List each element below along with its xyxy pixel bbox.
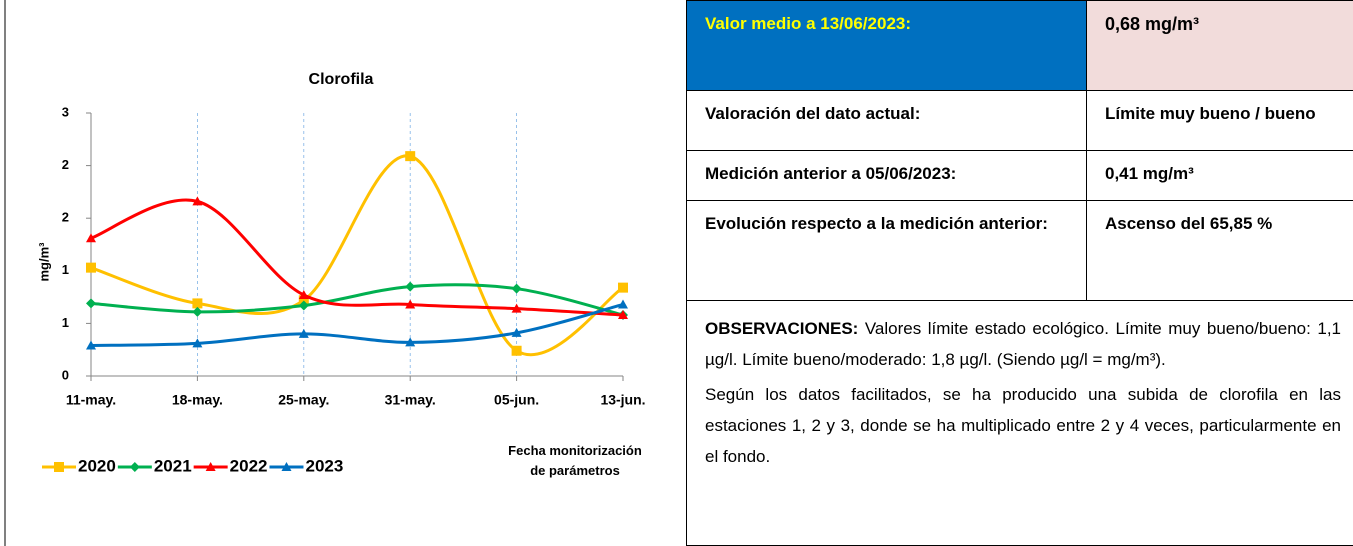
marker	[86, 340, 96, 350]
observations-label: OBSERVACIONES:	[705, 319, 859, 338]
marker	[281, 462, 292, 471]
marker	[405, 281, 416, 292]
marker	[54, 462, 64, 472]
marker	[86, 298, 96, 309]
summary-table: Valor medio a 13/06/2023: 0,68 mg/m³ Valo…	[686, 0, 1353, 546]
marker	[511, 303, 522, 313]
cell: Valor medio a 13/06/2023:	[686, 0, 1087, 91]
marker	[618, 282, 628, 293]
observations-cell: OBSERVACIONES: Valores límite estado eco…	[686, 300, 1353, 546]
legend-label: 2020	[78, 456, 116, 475]
marker	[405, 299, 416, 309]
y-axis-label: mg/m³	[36, 242, 51, 282]
y-tick-label: 1	[62, 262, 69, 277]
cell: Evolución respecto a la medición anterio…	[686, 200, 1087, 301]
series-line	[90, 198, 624, 317]
marker	[618, 309, 628, 319]
marker	[86, 262, 96, 273]
series-line	[90, 303, 624, 347]
legend-label: 2022	[230, 456, 268, 475]
marker	[192, 306, 203, 317]
legend-label: 2021	[154, 456, 192, 475]
chart: Clorofila mg/m³ Fecha monitorización de p…	[4, 0, 646, 546]
cell: 0,41 mg/m³	[1086, 150, 1353, 201]
chart-title: Clorofila	[309, 71, 374, 88]
marker	[511, 283, 522, 294]
paragraph: Según los datos facilitados, se ha produ…	[705, 385, 1341, 466]
y-tick-label: 3	[62, 104, 69, 119]
marker	[405, 151, 416, 162]
x-tick-label: 11-may.	[66, 392, 116, 408]
marker	[129, 462, 140, 472]
series-line	[90, 283, 624, 317]
marker	[86, 233, 96, 243]
observations-text: Valores límite estado ecológico. Límite …	[705, 319, 1341, 369]
marker	[298, 295, 309, 306]
x-tick-label: 13-jun.	[600, 392, 645, 408]
marker	[298, 300, 309, 311]
x-tick-label: 05-jun.	[494, 392, 539, 408]
marker	[618, 299, 628, 309]
cell: Ascenso del 65,85 %	[1086, 200, 1353, 301]
x-axis-label-line: de parámetros	[530, 463, 620, 478]
marker	[511, 345, 522, 356]
paragraph: OBSERVACIONES: Valores límite estado eco…	[705, 313, 1341, 375]
marker	[298, 328, 309, 338]
cell: Valoración del dato actual:	[686, 90, 1087, 151]
marker	[405, 337, 416, 347]
y-tick-label: 1	[62, 315, 69, 330]
marker	[192, 196, 203, 206]
legend-label: 2023	[305, 456, 343, 475]
marker	[298, 289, 309, 299]
marker	[205, 462, 216, 471]
y-tick-label: 0	[62, 367, 69, 382]
marker	[192, 298, 203, 309]
cell: Límite muy bueno / bueno	[1086, 90, 1353, 151]
x-axis-label: Fecha monitorización de parámetros	[508, 443, 642, 478]
x-tick-label: 31-may.	[385, 392, 436, 408]
x-tick-label: 18-may.	[172, 392, 223, 408]
y-tick-label: 2	[62, 210, 69, 225]
marker	[511, 327, 522, 337]
marker	[192, 338, 203, 348]
series-line	[90, 154, 624, 357]
x-axis-label-line: Fecha monitorización	[508, 443, 642, 458]
y-tick-label: 2	[62, 157, 69, 172]
cell: Medición anterior a 05/06/2023:	[686, 150, 1087, 201]
x-tick-label: 25-may.	[278, 392, 329, 408]
cell: 0,68 mg/m³	[1086, 0, 1353, 91]
